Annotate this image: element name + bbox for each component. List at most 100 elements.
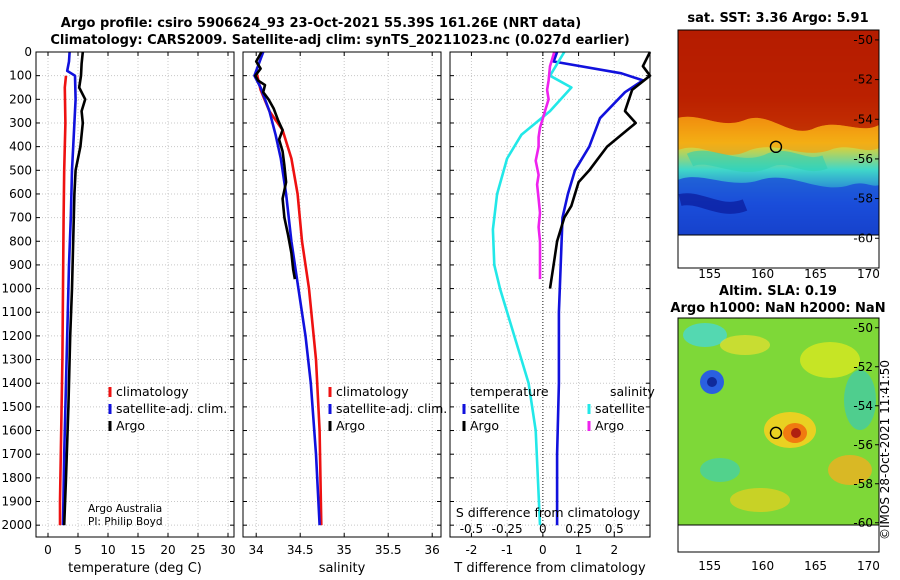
x-axis-label: T difference from climatology bbox=[453, 561, 646, 576]
y-tick-label: 100 bbox=[9, 69, 32, 83]
timestamp-watermark: ©IMOS 28-Oct-2021 11:41:50 bbox=[878, 360, 892, 540]
y-tick-label: 1000 bbox=[1, 282, 32, 296]
map-nodata bbox=[678, 526, 879, 552]
x-tick-label: 36 bbox=[425, 543, 440, 557]
y-tick-label: 2000 bbox=[1, 518, 32, 532]
x-tick-label: 0 bbox=[44, 543, 52, 557]
legend-label: Argo bbox=[336, 418, 365, 433]
s-tick-label: 0 bbox=[539, 522, 547, 536]
map-x-tick-label: 170 bbox=[857, 267, 880, 281]
x-tick-label: 25 bbox=[190, 543, 205, 557]
y-tick-label: 1800 bbox=[1, 471, 32, 485]
y-tick-label: 700 bbox=[9, 211, 32, 225]
x-tick-label: -2 bbox=[465, 543, 477, 557]
legend-label: Argo bbox=[116, 418, 145, 433]
series-climatology bbox=[58, 75, 68, 526]
legend-label: Argo bbox=[595, 418, 624, 433]
temperature-profile: 0 5 10 15 20 25 300100200300400500600700800900… bbox=[1, 45, 235, 576]
map-x-tick-label: 160 bbox=[751, 559, 774, 573]
legend-label: satellite bbox=[595, 401, 645, 416]
map-x-tick-label: 155 bbox=[698, 559, 721, 573]
map-y-tick-label: -50 bbox=[853, 321, 873, 335]
series-s-satellite bbox=[491, 51, 573, 526]
map-x-tick-label: 165 bbox=[804, 559, 827, 573]
x-axis-label: salinity bbox=[319, 561, 366, 576]
map-x-tick-label: 170 bbox=[857, 559, 880, 573]
x-tick-label: -1 bbox=[501, 543, 513, 557]
x-tick-label: 10 bbox=[100, 543, 115, 557]
map-y-tick-label: -52 bbox=[853, 73, 873, 87]
x-tick-label: 2 bbox=[610, 543, 618, 557]
series-argo bbox=[62, 51, 87, 526]
salinity-profile: 34 34.5 35 35.5 36 salinity climatology satelli… bbox=[242, 51, 447, 576]
sst-argo-marker bbox=[769, 140, 783, 154]
legend-label: satellite-adj. clim. bbox=[336, 401, 447, 416]
legend-label: climatology bbox=[336, 384, 409, 399]
y-tick-label: 1900 bbox=[1, 495, 32, 509]
map-y-tick-label: -58 bbox=[853, 477, 873, 491]
map-y-tick-label: -52 bbox=[853, 360, 873, 374]
s-tick-label: 0.25 bbox=[565, 522, 592, 536]
sla-map-title-1: Altim. SLA: 0.19 bbox=[719, 284, 837, 299]
s-tick-label: -0.25 bbox=[492, 522, 523, 536]
map-y-tick-label: -50 bbox=[853, 33, 873, 47]
map-y-tick-label: -60 bbox=[853, 516, 873, 530]
y-tick-label: 800 bbox=[9, 234, 32, 248]
y-tick-label: 1400 bbox=[1, 376, 32, 390]
sla-map-title-2: Argo h1000: NaN h2000: NaN bbox=[670, 301, 885, 316]
profile-panels: 0 5 10 15 20 25 300100200300400500600700800900… bbox=[1, 45, 655, 576]
y-tick-label: 1600 bbox=[1, 424, 32, 438]
map-y-tick-label: -58 bbox=[853, 192, 873, 206]
x-tick-label: 20 bbox=[160, 543, 175, 557]
x-tick-label: 0 bbox=[539, 543, 547, 557]
sst-map-title: sat. SST: 3.36 Argo: 5.91 bbox=[687, 11, 868, 26]
sla-texture bbox=[683, 323, 876, 512]
x-tick-label: 5 bbox=[74, 543, 82, 557]
map-x-tick-label: 165 bbox=[804, 267, 827, 281]
y-tick-label: 200 bbox=[9, 92, 32, 106]
series-s-argo bbox=[534, 51, 556, 280]
map-y-tick-label: -54 bbox=[853, 399, 873, 413]
series-argo bbox=[254, 51, 297, 280]
x-axis-label: temperature (deg C) bbox=[68, 561, 202, 576]
map-nodata bbox=[678, 242, 879, 268]
x-tick-label: 15 bbox=[130, 543, 145, 557]
legend-label: climatology bbox=[116, 384, 189, 399]
y-tick-label: 600 bbox=[9, 187, 32, 201]
y-tick-label: 1700 bbox=[1, 447, 32, 461]
difference-profile: -2 -1 0 1 2 T difference from climatology temp… bbox=[449, 51, 655, 576]
map-y-tick-label: -54 bbox=[853, 112, 873, 126]
y-tick-label: 900 bbox=[9, 258, 32, 272]
legend-label: satellite-adj. clim. bbox=[116, 401, 227, 416]
y-tick-label: 1500 bbox=[1, 400, 32, 414]
map-x-tick-label: 160 bbox=[751, 267, 774, 281]
series-t-argo bbox=[548, 51, 652, 289]
y-tick-label: 500 bbox=[9, 163, 32, 177]
series-t-satellite bbox=[552, 51, 645, 526]
sst-map: sat. SST: 3.36 Argo: 5.91 155 160 165 170 -5… bbox=[677, 11, 880, 281]
x-tick-label: 30 bbox=[220, 543, 235, 557]
sst-texture bbox=[678, 30, 879, 235]
x-tick-label: 1 bbox=[575, 543, 583, 557]
map-y-tick-label: -60 bbox=[853, 231, 873, 245]
legend-label: Argo bbox=[470, 418, 499, 433]
map-y-tick-label: -56 bbox=[853, 152, 873, 166]
series-satellite-adj-clim- bbox=[253, 51, 321, 526]
s-tick-label: -0.5 bbox=[460, 522, 483, 536]
sla-map: Altim. SLA: 0.19 Argo h1000: NaN h2000: … bbox=[670, 284, 885, 573]
title-line-2: Climatology: CARS2009. Satellite-adj cli… bbox=[50, 33, 629, 48]
map-y-tick-label: -56 bbox=[853, 438, 873, 452]
x-tick-label: 34.5 bbox=[287, 543, 314, 557]
s-tick-label: 0.5 bbox=[605, 522, 624, 536]
series-satellite-adj-clim- bbox=[61, 51, 77, 526]
legend-label: satellite bbox=[470, 401, 520, 416]
y-tick-label: 1300 bbox=[1, 353, 32, 367]
title-line-1: Argo profile: csiro 5906624_93 23-Oct-20… bbox=[61, 16, 582, 31]
sla-argo-marker bbox=[769, 426, 783, 440]
x-tick-label: 34 bbox=[249, 543, 264, 557]
x-tick-label: 35.5 bbox=[375, 543, 402, 557]
y-tick-label: 1200 bbox=[1, 329, 32, 343]
y-tick-label: 0 bbox=[24, 45, 32, 59]
x-tick-label: 35 bbox=[337, 543, 352, 557]
